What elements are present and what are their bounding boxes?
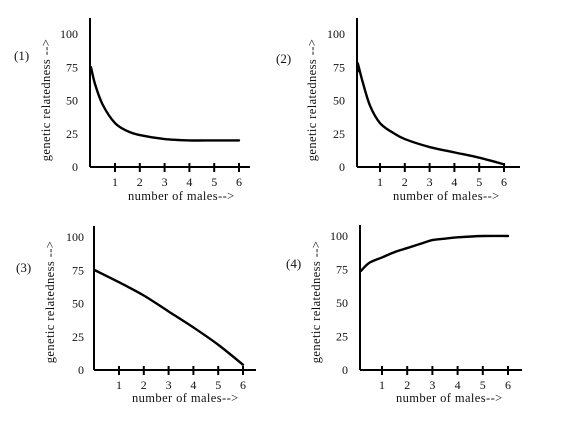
x-tick-label: 6 [236,175,242,189]
x-tick-label: 1 [379,378,385,392]
x-tick-label: 4 [451,175,457,189]
y-tick-label: 50 [333,94,345,108]
x-tick-label: 6 [240,378,246,392]
y-tick-label: 50 [72,297,84,311]
x-tick-label: 3 [427,175,433,189]
x-tick-label: 1 [116,378,122,392]
x-axis-label: number of males--> [132,391,239,405]
x-axis-label: number of males--> [396,391,503,405]
x-tick-label: 4 [455,378,461,392]
x-tick-label: 3 [166,378,172,392]
y-tick-label: 0 [78,363,84,377]
chart-panel-2: 1 2 3 4 5 6 0 25 50 75 100 (2) genetic relatedness -… [276,18,520,203]
x-tick-label: 4 [190,378,196,392]
x-tick-label: 5 [480,378,486,392]
y-tick-label: 0 [339,160,345,174]
y-tick-label: 100 [330,229,348,243]
y-tick-label: 50 [66,94,78,108]
series-line [356,61,506,166]
panel-label: (2) [276,51,291,66]
x-tick-label: 5 [215,378,221,392]
panel-label: (1) [14,48,29,63]
y-axis-label: genetic relatedness --> [39,39,53,161]
panel-label: (4) [286,256,301,271]
x-tick-label: 2 [137,175,143,189]
y-tick-label: 25 [336,330,348,344]
y-tick-label: 75 [66,60,78,74]
x-tick-label: 2 [402,175,408,189]
x-tick-label: 2 [141,378,147,392]
y-tick-label: 100 [327,27,345,41]
x-tick-label: 3 [429,378,435,392]
y-tick-label: 100 [66,230,84,244]
y-axis-label: genetic relatedness --> [43,241,57,363]
y-tick-label: 25 [66,127,78,141]
series-line [93,269,245,366]
x-tick-label: 6 [501,175,507,189]
y-axis-label: genetic relatedness --> [305,39,319,161]
series-line [89,66,241,142]
x-tick-label: 1 [377,175,383,189]
x-tick-label: 5 [211,175,217,189]
y-tick-label: 75 [333,60,345,74]
x-axis-label: number of males--> [128,189,235,203]
x-tick-label: 4 [186,175,192,189]
y-tick-label: 100 [60,27,78,41]
x-axis-label: number of males--> [393,189,500,203]
y-tick-label: 50 [336,296,348,310]
chart-panel-4: 1 2 3 4 5 6 0 25 50 75 100 (4) genetic relatedness -… [286,225,522,405]
x-tick-label: 1 [112,175,118,189]
chart-panel-3: 1 2 3 4 5 6 0 25 50 75 100 (3) genetic relatedness -… [16,226,256,405]
y-tick-label: 25 [72,330,84,344]
y-tick-label: 25 [333,127,345,141]
y-axis-label: genetic relatedness --> [309,241,323,363]
y-tick-label: 75 [72,263,84,277]
y-tick-label: 0 [72,160,78,174]
x-tick-label: 2 [404,378,410,392]
series-line [359,234,510,273]
panel-label: (3) [16,260,31,275]
y-tick-label: 0 [342,363,348,377]
x-tick-label: 3 [162,175,168,189]
x-tick-label: 5 [476,175,482,189]
chart-panel-1: 1 2 3 4 5 6 0 25 50 75 100 (1) genetic relatedness -… [14,18,250,203]
y-tick-label: 75 [336,263,348,277]
x-tick-label: 6 [505,378,511,392]
